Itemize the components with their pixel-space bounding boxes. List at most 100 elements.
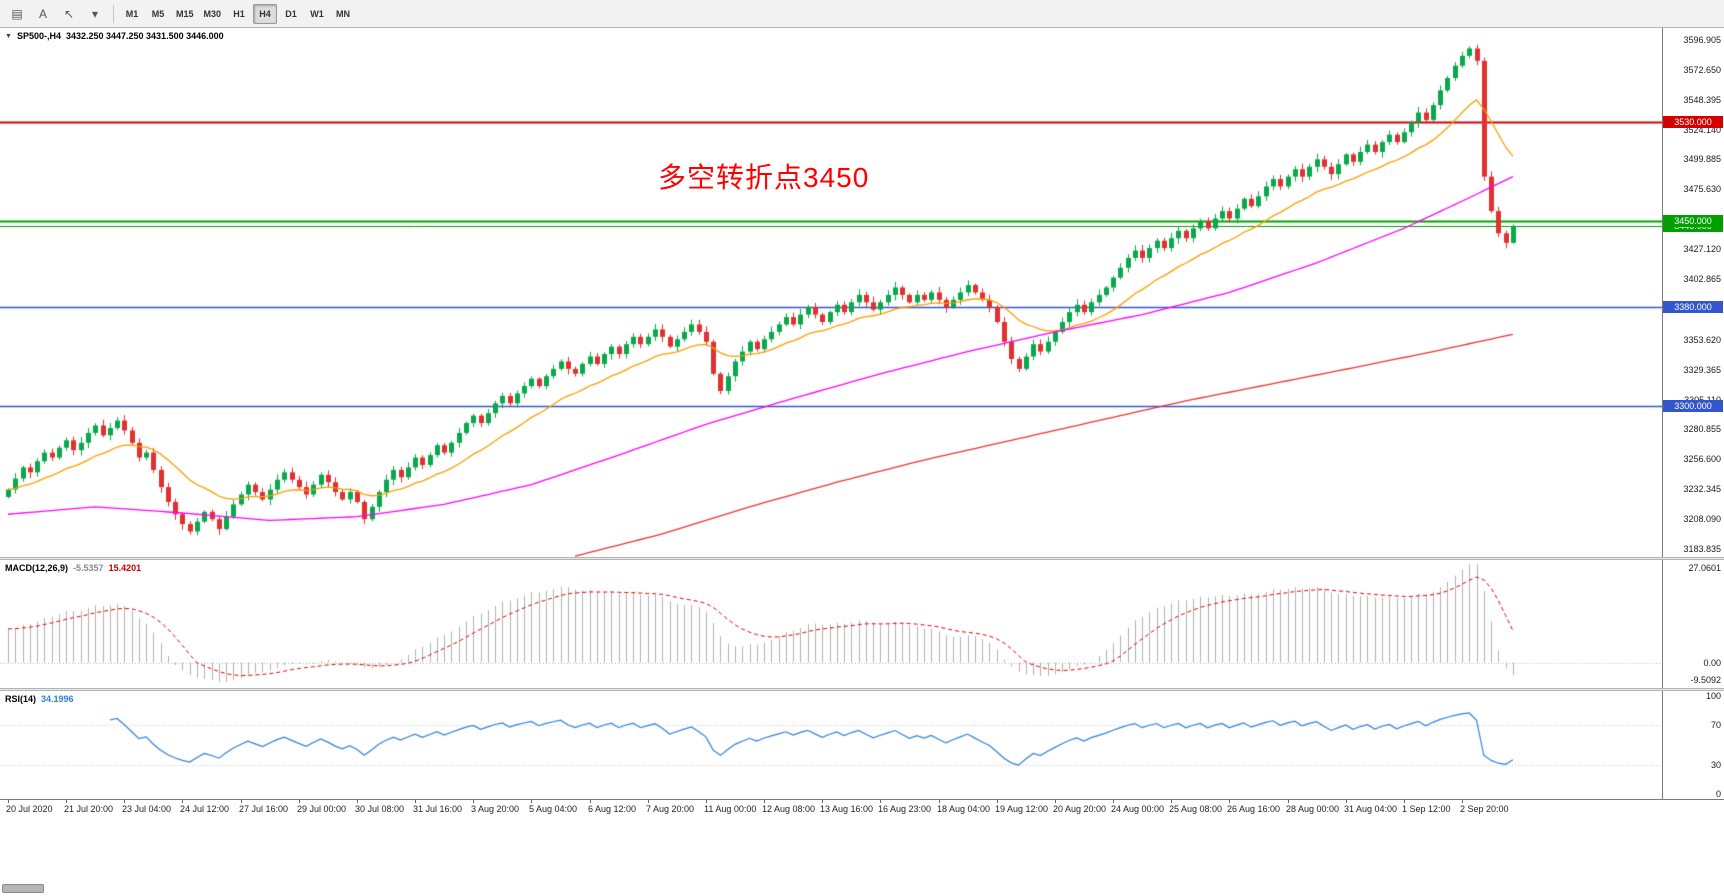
tools-dropdown-icon[interactable]: ▾	[91, 6, 99, 21]
price-chart-canvas[interactable]	[0, 28, 1662, 557]
timeframe-button-d1[interactable]: D1	[285, 8, 297, 19]
time-axis-tick	[1171, 800, 1172, 803]
time-axis-label: 24 Aug 00:00	[1111, 804, 1165, 814]
macd-chart-canvas[interactable]	[0, 560, 1662, 688]
price-axis-tick: 3353.620	[1683, 334, 1721, 345]
time-axis-tick	[1462, 800, 1463, 803]
time-axis-tick	[997, 800, 998, 803]
toolbar-icon-group: ▤ A ↖ ▾	[4, 3, 108, 25]
price-panel-row: ▼ SP500-,H4 3432.250 3447.250 3431.500 3…	[0, 28, 1724, 557]
rsi-axis-100: 100	[1705, 691, 1721, 701]
time-axis-tick	[299, 800, 300, 803]
time-axis-label: 2 Sep 20:00	[1460, 804, 1509, 814]
time-axis-label: 12 Aug 08:00	[762, 804, 816, 814]
chart-annotation-text: 多空转折点3450	[658, 162, 870, 193]
bottom-strip	[0, 818, 1724, 896]
level-badge-3450.000: 3450.000	[1663, 214, 1723, 227]
time-axis-label: 18 Aug 04:00	[937, 804, 991, 814]
symbol-period-label: SP500-,H4	[16, 31, 61, 41]
macd-axis-zero: 0.00	[1703, 657, 1721, 668]
time-axis-label: 27 Jul 16:00	[239, 804, 289, 814]
price-axis-tick: 3232.345	[1683, 484, 1721, 495]
rsi-plot[interactable]: RSI(14) 34.1996	[0, 691, 1662, 799]
rsi-axis[interactable]: 100 70 30 0	[1662, 691, 1724, 799]
panel-separator[interactable]	[0, 688, 1724, 691]
time-axis-tick	[66, 800, 67, 803]
price-axis-tick: 3256.600	[1683, 454, 1721, 465]
time-axis-tick	[1055, 800, 1056, 803]
time-axis-tick	[182, 800, 183, 803]
horizontal-scrollbar-thumb[interactable]	[2, 884, 44, 893]
macd-main-value: -5.5357	[73, 563, 104, 573]
level-badge-3300.000: 3300.000	[1663, 399, 1723, 412]
time-axis-tick	[648, 800, 649, 803]
rsi-value: 34.1996	[41, 694, 74, 704]
macd-axis-bottom: -9.5092	[1690, 675, 1721, 685]
time-axis-label: 6 Aug 12:00	[588, 804, 637, 814]
price-axis-tick: 3572.650	[1683, 64, 1721, 75]
macd-axis[interactable]: 27.0601 0.00 -9.5092	[1662, 560, 1724, 688]
rsi-panel-row: RSI(14) 34.1996 100 70 30 0	[0, 691, 1724, 799]
timeframe-button-m5[interactable]: M5	[151, 8, 165, 19]
level-badge-3380.000: 3380.000	[1663, 301, 1723, 314]
time-axis[interactable]: 20 Jul 2020 21 Jul 20:00 23 Jul 04:00 24 Ju…	[0, 799, 1724, 818]
ohlc-values: 3432.250 3447.250 3431.500 3446.000	[65, 31, 224, 41]
cursor-tool-icon[interactable]: ↖	[63, 6, 75, 21]
macd-panel-row: MACD(12,26,9) -5.5357 15.4201 27.0601 0.0…	[0, 560, 1724, 688]
time-axis-tick	[939, 800, 940, 803]
toolbar: ▤ A ↖ ▾ M1 M5 M15 M30 H1 H4 D1 W1 MN	[0, 0, 1724, 28]
time-axis-tick	[473, 800, 474, 803]
chart-title-bar: ▼ SP500-,H4 3432.250 3447.250 3431.500 3…	[5, 31, 224, 41]
toolbar-separator	[113, 4, 114, 23]
time-axis-label: 19 Aug 12:00	[995, 804, 1049, 814]
rsi-axis-30: 30	[1710, 759, 1721, 770]
rsi-title-bar: RSI(14) 34.1996	[5, 694, 74, 704]
time-axis-label: 26 Aug 16:00	[1227, 804, 1281, 814]
time-axis-tick	[415, 800, 416, 803]
collapse-arrow-icon[interactable]: ▼	[5, 32, 12, 40]
time-axis-tick	[590, 800, 591, 803]
time-axis-tick	[241, 800, 242, 803]
timeframe-button-h1[interactable]: H1	[233, 8, 245, 19]
time-axis-tick	[8, 800, 9, 803]
time-axis-label: 13 Aug 16:00	[820, 804, 874, 814]
price-plot[interactable]: ▼ SP500-,H4 3432.250 3447.250 3431.500 3…	[0, 28, 1662, 557]
time-axis-tick	[880, 800, 881, 803]
time-axis-tick	[1288, 800, 1289, 803]
timeframe-button-m1[interactable]: M1	[125, 8, 139, 19]
rsi-label: RSI(14)	[5, 694, 37, 704]
timeframe-button-m30[interactable]: M30	[203, 8, 222, 19]
time-axis-label: 5 Aug 04:00	[529, 804, 578, 814]
price-axis-tick: 3548.395	[1683, 94, 1721, 105]
price-axis-tick: 3596.905	[1683, 34, 1721, 45]
time-axis-tick	[1229, 800, 1230, 803]
time-axis-tick	[706, 800, 707, 803]
timeframe-button-h4[interactable]: H4	[253, 3, 278, 24]
text-annotation-icon[interactable]: A	[38, 6, 47, 21]
time-axis-tick	[357, 800, 358, 803]
price-axis-tick: 3208.090	[1683, 514, 1721, 525]
time-axis-label: 31 Aug 04:00	[1344, 804, 1398, 814]
macd-plot[interactable]: MACD(12,26,9) -5.5357 15.4201	[0, 560, 1662, 688]
time-axis-label: 20 Aug 20:00	[1053, 804, 1107, 814]
timeframe-button-w1[interactable]: W1	[310, 8, 324, 19]
time-axis-tick	[822, 800, 823, 803]
time-axis-label: 20 Jul 2020	[6, 804, 53, 814]
chart-shift-icon[interactable]: ▤	[11, 6, 23, 21]
panel-separator[interactable]	[0, 557, 1724, 560]
time-axis-tick	[1346, 800, 1347, 803]
timeframe-button-m15[interactable]: M15	[176, 8, 194, 19]
timeframe-button-mn[interactable]: MN	[336, 8, 351, 19]
time-axis-label: 30 Jul 08:00	[355, 804, 405, 814]
price-axis-tick: 3524.140	[1683, 124, 1721, 135]
macd-label: MACD(12,26,9)	[5, 563, 69, 573]
time-axis-label: 28 Aug 00:00	[1286, 804, 1340, 814]
time-axis-label: 16 Aug 23:00	[878, 804, 932, 814]
level-badge-3530.000: 3530.000	[1663, 116, 1723, 129]
rsi-chart-canvas[interactable]	[0, 691, 1662, 799]
time-axis-label: 1 Sep 12:00	[1402, 804, 1451, 814]
price-axis-tick: 3305.110	[1684, 395, 1721, 405]
time-axis-tick	[764, 800, 765, 803]
time-axis-label: 7 Aug 20:00	[646, 804, 695, 814]
price-axis[interactable]: 3596.905 3572.650 3548.395 3524.140 3499.885…	[1662, 28, 1724, 557]
